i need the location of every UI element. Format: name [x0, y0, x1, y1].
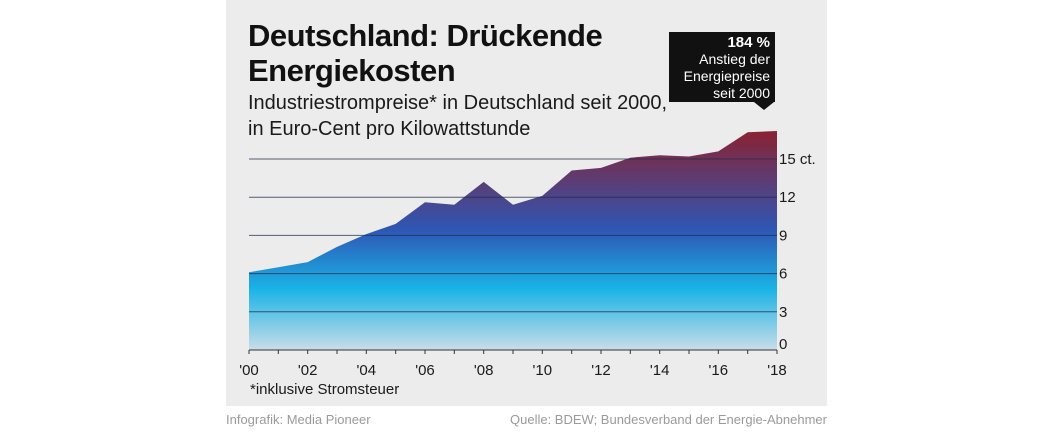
x-tick-label: '04: [357, 362, 377, 379]
x-tick-label: '06: [415, 362, 435, 379]
x-tick-label: '02: [298, 362, 318, 379]
chart-title: Deutschland: Drückende Energiekosten: [248, 18, 603, 88]
y-tick-label: 3: [779, 304, 787, 321]
x-tick-label: '10: [533, 362, 553, 379]
chart-panel: 0 3 6 9 12 15 ct. '00 '02 '04 '06 '08 '10 '12 '14 '16…: [226, 0, 827, 406]
chart-subtitle: Industriestrompreise* in Deutschland sei…: [248, 92, 668, 140]
y-tick-label: 12: [779, 189, 796, 206]
x-tick-label: '14: [650, 362, 670, 379]
area-chart: 0 3 6 9 12 15 ct. '00 '02 '04 '06 '08 '10 '12 '14 '16…: [239, 131, 816, 379]
callout-line: seit 2000: [713, 85, 770, 101]
callout-value: 184 %: [727, 34, 770, 51]
x-tick-label: '16: [709, 362, 729, 379]
y-tick-label: 15 ct.: [779, 151, 816, 168]
y-tick-label: 9: [779, 227, 787, 244]
footnote: *inklusive Stromsteuer: [250, 381, 400, 398]
credit-text: Infografik: Media Pioneer: [226, 412, 371, 427]
x-tick-label: '08: [474, 362, 494, 379]
source-text: Quelle: BDEW; Bundesverband der Energie-…: [510, 412, 827, 427]
y-tick-label: 6: [779, 266, 787, 283]
x-tick-label: '18: [767, 362, 787, 379]
callout-line: Energiepreise: [683, 68, 770, 84]
x-tick-label: '00: [239, 362, 259, 379]
callout-box: 184 % Anstieg der Energiepreise seit 200…: [669, 32, 775, 102]
x-tick-label: '12: [591, 362, 611, 379]
price-area-series: [249, 131, 777, 350]
callout-line: Anstieg der: [699, 51, 770, 67]
callout-pointer: [754, 102, 774, 110]
y-tick-label: 0: [779, 336, 787, 353]
